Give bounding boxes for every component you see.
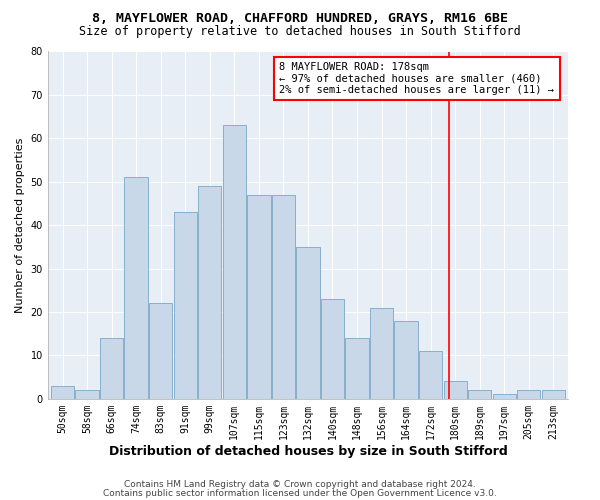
- Bar: [443, 382, 467, 399]
- Bar: [346, 338, 368, 399]
- Bar: [493, 394, 516, 399]
- Y-axis label: Number of detached properties: Number of detached properties: [15, 138, 25, 313]
- Text: 8 MAYFLOWER ROAD: 178sqm
← 97% of detached houses are smaller (460)
2% of semi-d: 8 MAYFLOWER ROAD: 178sqm ← 97% of detach…: [280, 62, 554, 95]
- Text: Contains public sector information licensed under the Open Government Licence v3: Contains public sector information licen…: [103, 488, 497, 498]
- Text: Size of property relative to detached houses in South Stifford: Size of property relative to detached ho…: [79, 25, 521, 38]
- Bar: [223, 126, 246, 399]
- Bar: [247, 195, 271, 399]
- Bar: [149, 304, 172, 399]
- Bar: [173, 212, 197, 399]
- Bar: [51, 386, 74, 399]
- Bar: [76, 390, 99, 399]
- Bar: [370, 308, 393, 399]
- Text: 8, MAYFLOWER ROAD, CHAFFORD HUNDRED, GRAYS, RM16 6BE: 8, MAYFLOWER ROAD, CHAFFORD HUNDRED, GRA…: [92, 12, 508, 26]
- Bar: [517, 390, 541, 399]
- Bar: [542, 390, 565, 399]
- Bar: [468, 390, 491, 399]
- Bar: [272, 195, 295, 399]
- Text: Contains HM Land Registry data © Crown copyright and database right 2024.: Contains HM Land Registry data © Crown c…: [124, 480, 476, 489]
- Bar: [394, 320, 418, 399]
- Bar: [419, 351, 442, 399]
- Bar: [124, 178, 148, 399]
- Bar: [100, 338, 123, 399]
- Bar: [296, 247, 320, 399]
- X-axis label: Distribution of detached houses by size in South Stifford: Distribution of detached houses by size …: [109, 444, 508, 458]
- Bar: [198, 186, 221, 399]
- Bar: [321, 299, 344, 399]
